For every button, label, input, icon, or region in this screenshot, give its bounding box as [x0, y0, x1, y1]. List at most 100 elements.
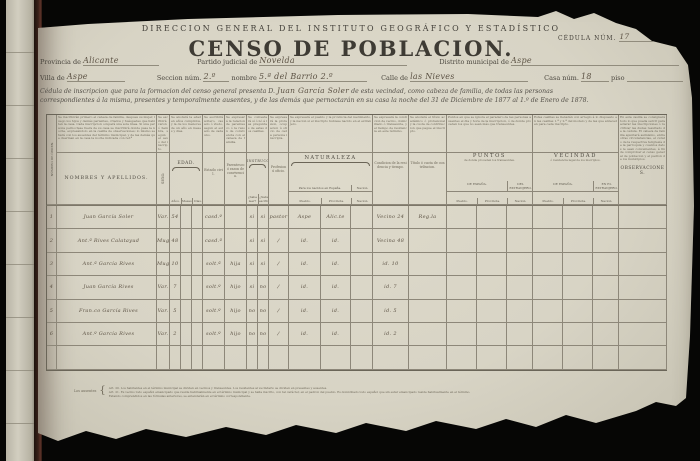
cell-value: 2 [49, 237, 54, 244]
cell-value: id. 5 [384, 307, 397, 314]
table-cell [563, 299, 593, 323]
col-observaciones-label: OBSERVACIONES. [620, 165, 665, 177]
table-cell: 2 [47, 229, 57, 253]
table-cell [619, 322, 667, 347]
vecindad-sublabel: ó residencia legal de los inscriptos. [550, 158, 601, 162]
col-puntos-provincia-label: Provincia. [477, 198, 507, 204]
table-cell [477, 206, 507, 230]
cell-value: Var. [157, 214, 169, 221]
cell-value: si [260, 214, 266, 221]
table-cell: si [247, 276, 258, 300]
cell-value: hijo [230, 307, 241, 314]
col-nat-pueblo-label: Pueblo. [299, 199, 311, 203]
cell-value: solt.ª [206, 260, 221, 267]
col-meses-label: Meses. [181, 198, 192, 204]
partido-label: Partido judicial de [197, 58, 258, 66]
table-cell: id. 5 [373, 299, 409, 323]
cell-value: 3 [49, 260, 54, 267]
table-cell [477, 229, 507, 253]
table-cell [192, 276, 203, 300]
cell-value: id. [331, 284, 340, 291]
cell-value: hija [230, 260, 241, 267]
cell-value: Ant.º García Rives [82, 331, 135, 338]
instr-residencia: Se expresará la condicion de vecino, dom… [373, 115, 409, 153]
cell-value: ∕ [277, 331, 280, 338]
table-cell: 7 [170, 276, 181, 300]
cell-value: Alic.te [326, 214, 345, 221]
cell-value: id. [300, 331, 309, 338]
col-escribir-label: ¿Sabe escribir? [258, 194, 269, 204]
table-cell [619, 299, 667, 323]
cedula-value: 17 [619, 32, 654, 42]
instr-estado: Se escribirá soltero, casado ó viudo, se… [203, 115, 225, 153]
table-cell [507, 299, 533, 323]
col-estado-label: Estado civil. [203, 153, 225, 205]
table-cell [619, 276, 667, 300]
distrito-label: Distrito municipal de [439, 58, 509, 66]
instr-edad: Se anotará la edad en años cumplidos, y … [170, 115, 203, 153]
table-cell: ∕ [269, 252, 289, 277]
table-cell: hijo [225, 299, 247, 323]
census-table: NÚMERO DE ÓRDEN. Se inscribirán primero … [46, 114, 667, 371]
table-cell: ∕ [269, 229, 289, 253]
table-cell: no [247, 322, 258, 347]
table-cell: Alic.te [321, 206, 351, 230]
table-cell: Aspe [289, 206, 321, 230]
table-cell [447, 322, 477, 347]
cell-value: si [249, 237, 255, 244]
table-cell [619, 252, 667, 277]
piso-value [626, 72, 683, 82]
table-cell [409, 299, 447, 323]
table-cell: 6 [47, 322, 57, 347]
table-cell: Mug. [157, 229, 170, 253]
parentesco-label-text: Parentesco ó razon de convivencia. [226, 163, 245, 179]
table-cell [593, 276, 619, 300]
table-cell [477, 299, 507, 323]
cell-value: si [249, 284, 255, 291]
table-cell [409, 322, 447, 347]
table-cell [563, 276, 593, 300]
field-line-2: Villa de Aspe Seccion núm. 2.º nombre 5.… [40, 72, 683, 82]
table-cell: no [258, 276, 269, 300]
table-cell [533, 206, 563, 230]
cell-value: Vecino 24 [376, 214, 405, 221]
vecindad-subcolumns: Pueblo. Provincia. Nacion. [533, 198, 618, 204]
cell-value: Mug. [157, 237, 170, 244]
agency-name: DIRECCION GENERAL DEL INSTITUTO GEOGRÁFI… [141, 24, 561, 33]
cell-value: hijo [230, 284, 241, 291]
col-parentesco-label: Parentesco ó razon de convivencia. [225, 153, 247, 205]
table-cell [563, 346, 593, 370]
cedula-label: CÉDULA NÚM. [558, 35, 617, 42]
table-cell [477, 346, 507, 370]
table-cell: Reg.la [409, 206, 447, 230]
table-cell: pastor [269, 206, 289, 230]
table-cell: id. 2 [373, 322, 409, 347]
seccion-label: Seccion núm. [156, 74, 202, 82]
cell-value: id. [331, 307, 340, 314]
declaration-text: Cédula de inscripcion que para la formac… [40, 88, 275, 95]
table-cell [533, 229, 563, 253]
col-anos-label: Años. [171, 199, 180, 203]
instruccion-group-label: INSTRUCCION [247, 159, 269, 163]
cell-value: ∕ [277, 260, 280, 268]
casa-label: Casa núm. [544, 74, 579, 82]
cell-value: 2 [173, 331, 177, 338]
table-cell: si [247, 206, 258, 230]
table-cell [507, 346, 533, 370]
table-cell [269, 346, 289, 370]
table-cell: Var. [157, 322, 170, 347]
cell-value: id. [331, 237, 340, 244]
instr-vecindad: Estas casillas se llenarán con arreglo á… [533, 115, 619, 153]
cell-value: no [248, 331, 256, 338]
cell-value: Var. [157, 284, 169, 291]
vecindad-subgroups: DE ESPAÑA. EN EL EXTRANJERO. [533, 181, 618, 192]
table-cell [192, 346, 203, 370]
sexo-label-text: SEXO. [161, 172, 165, 185]
table-cell [225, 229, 247, 253]
table-cell: 5 [47, 299, 57, 323]
extra-label-text: Título ó cuota de contribucion. [410, 161, 445, 169]
table-cell: id. 10 [373, 252, 409, 277]
table-cell [447, 299, 477, 323]
table-cell [247, 346, 258, 370]
nombre-value: 5.ª del Barrio 2.º [258, 72, 367, 82]
